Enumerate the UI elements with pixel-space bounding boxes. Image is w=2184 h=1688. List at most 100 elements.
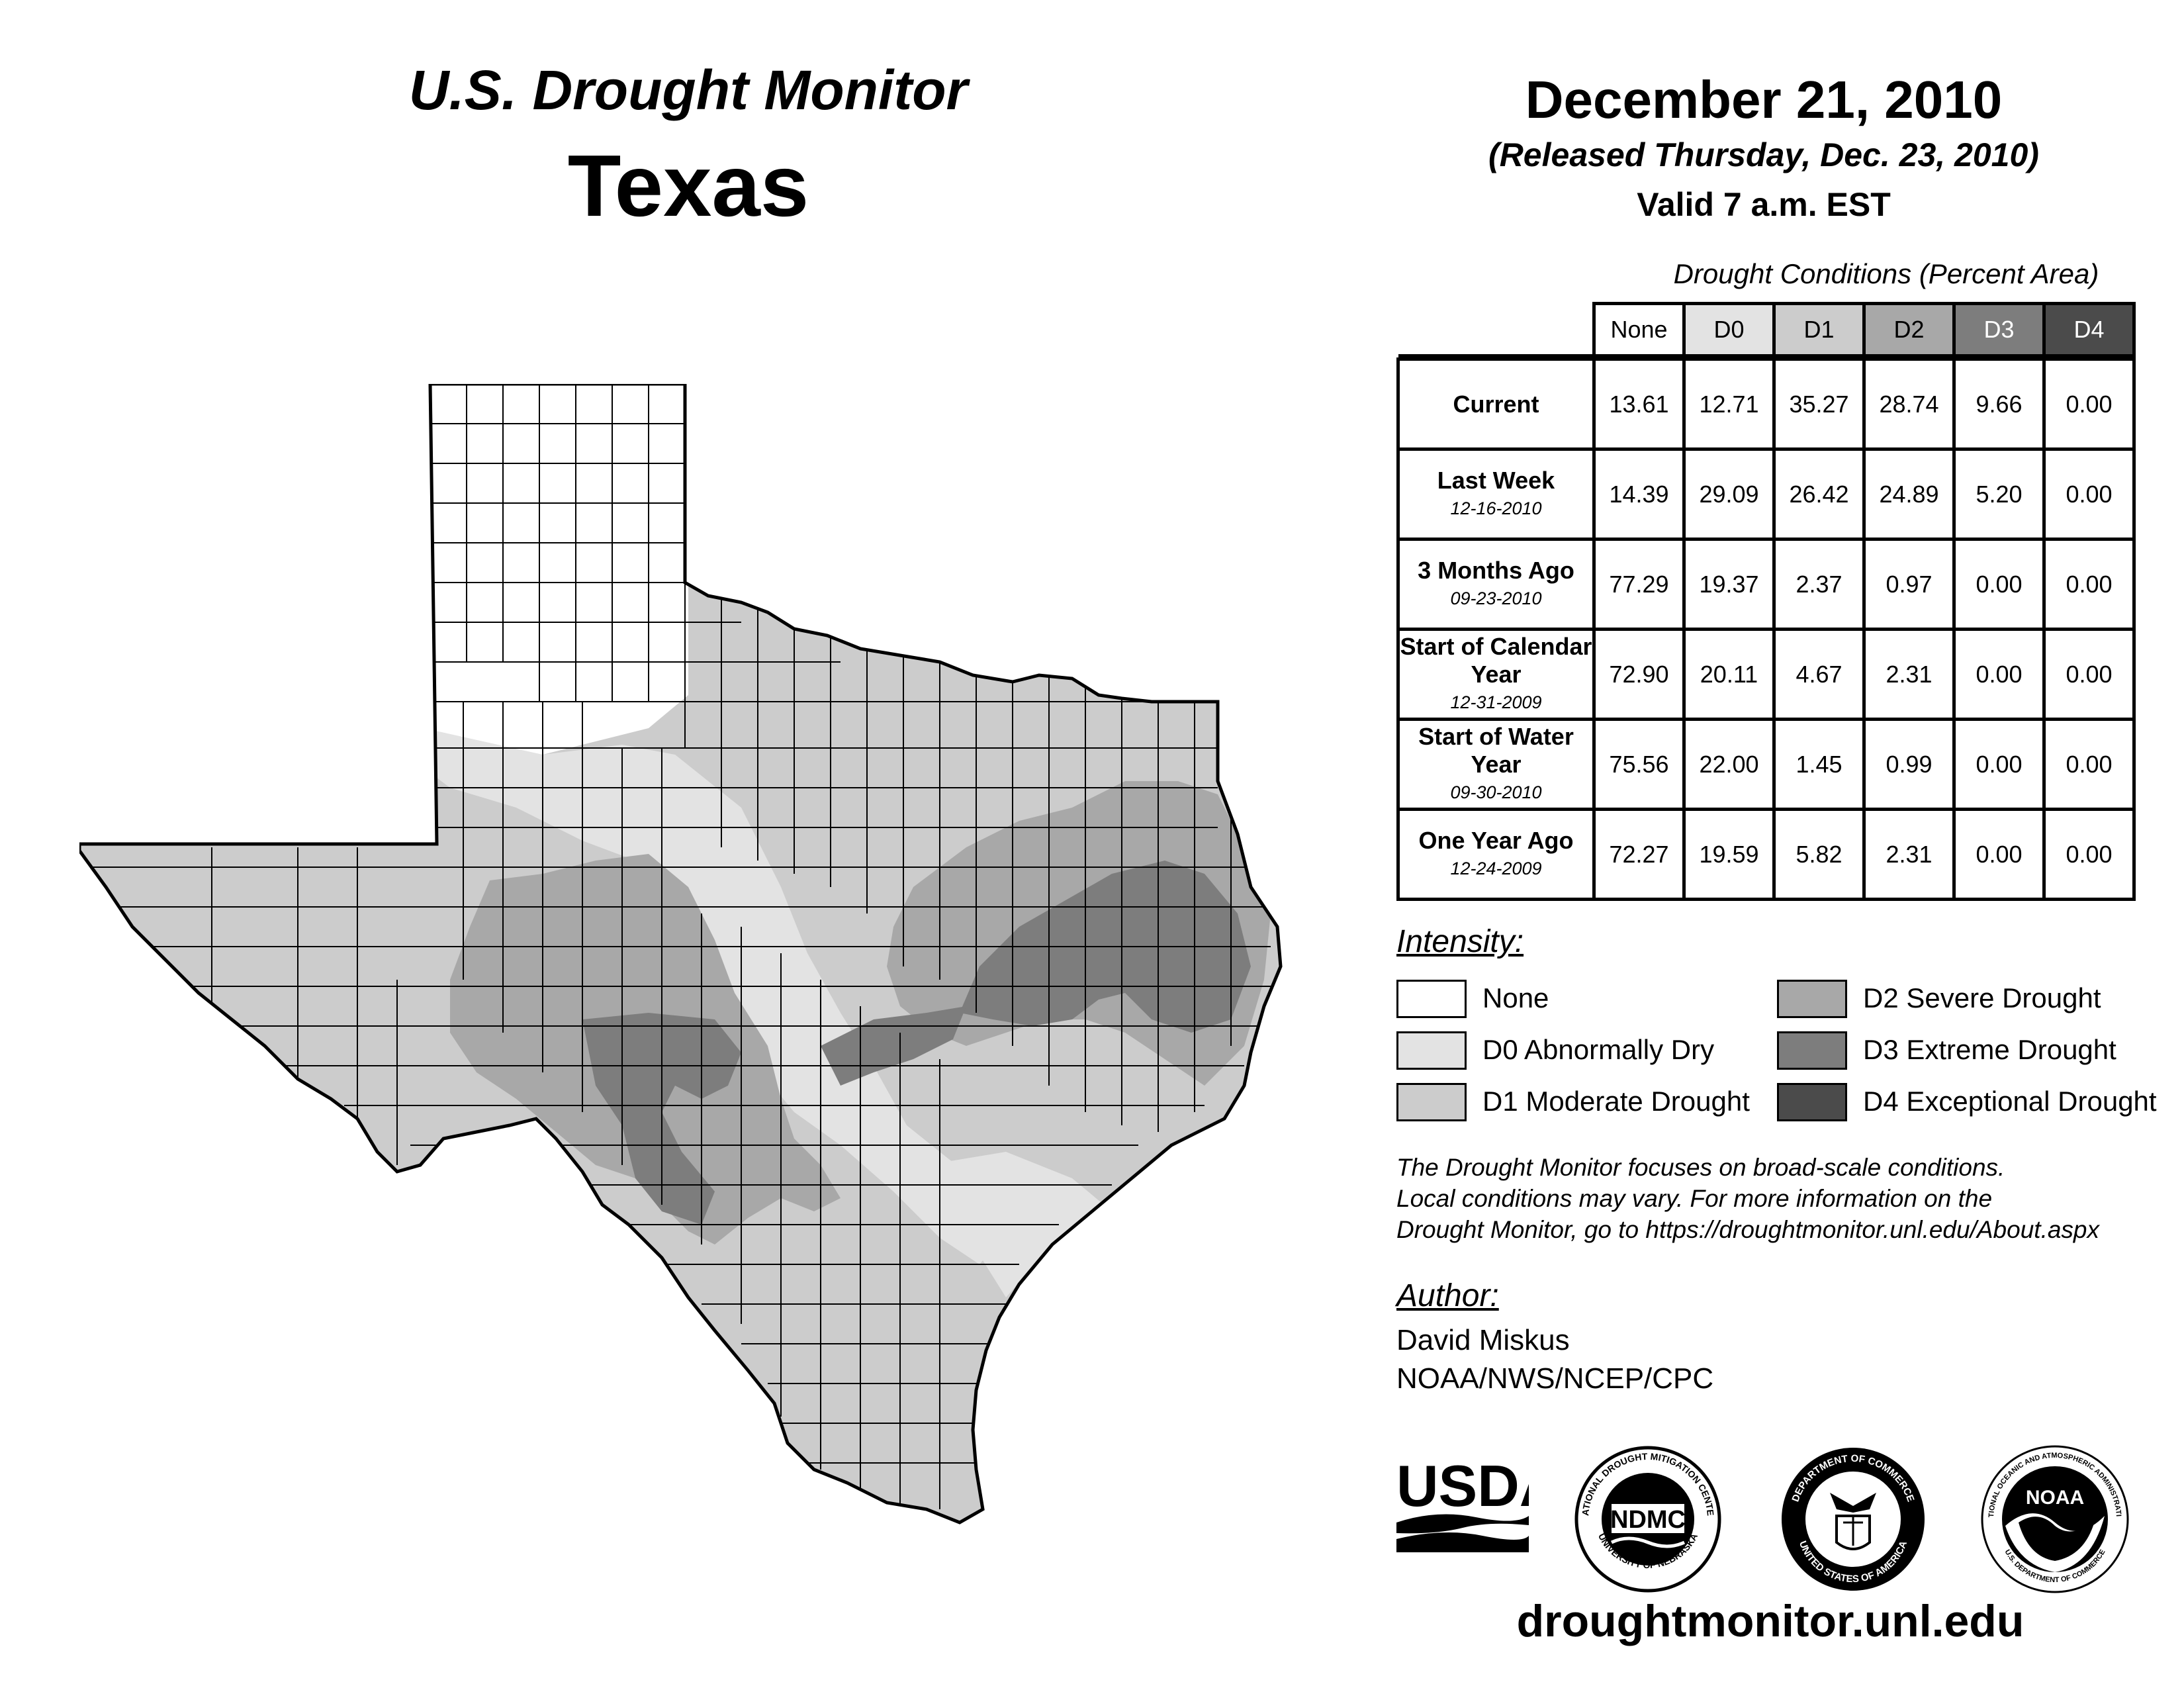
legend-label: D4 Exceptional Drought — [1863, 1086, 2157, 1117]
column-header: D4 — [2042, 302, 2136, 357]
table-cell: 0.00 — [2042, 808, 2136, 901]
table-cell: 0.00 — [2042, 718, 2136, 811]
row-label: Start of Water Year 09-30-2010 — [1396, 718, 1596, 811]
map-date: December 21, 2010 — [1525, 70, 2003, 129]
legend-swatch — [1396, 1031, 1467, 1070]
legend-swatch — [1777, 1031, 1847, 1070]
table-cell: 75.56 — [1592, 718, 1686, 811]
author-name: David Miskus — [1396, 1324, 1570, 1356]
table-cell: 77.29 — [1592, 538, 1686, 631]
eagle-icon — [1830, 1493, 1876, 1513]
table-cell: 0.99 — [1862, 718, 1956, 811]
table-cell: 13.61 — [1592, 357, 1686, 451]
table-cell: 2.31 — [1862, 808, 1956, 901]
disclaimer-line: Local conditions may vary. For more info… — [1396, 1185, 1993, 1212]
legend-swatch — [1777, 980, 1847, 1018]
noaa-gull-icon — [2019, 1517, 2095, 1561]
table-cell: 0.00 — [2042, 447, 2136, 541]
disclaimer-line: Drought Monitor, go to https://droughtmo… — [1396, 1216, 2099, 1243]
table-row: Current 13.61 12.71 35.27 28.74 9.66 0.00 — [1396, 357, 2136, 451]
row-label-text: 3 Months Ago — [1418, 556, 1574, 584]
table-cell: 22.00 — [1682, 718, 1776, 811]
row-date: 12-16-2010 — [1450, 498, 1542, 518]
row-label-text: Start of Calendar Year — [1400, 632, 1592, 688]
legend-swatch — [1396, 1083, 1467, 1121]
table-cell: 0.00 — [1952, 718, 2046, 811]
county-grid — [79, 384, 1271, 1509]
author-title: Author: — [1396, 1278, 1499, 1313]
legend-label: D0 Abnormally Dry — [1482, 1034, 1715, 1065]
drought-shading — [79, 384, 1281, 1523]
row-date: 09-23-2010 — [1450, 588, 1542, 608]
column-header: D2 — [1862, 302, 1956, 357]
row-label-text: One Year Ago — [1418, 826, 1574, 854]
website-url: droughtmonitor.unl.edu — [1516, 1596, 2025, 1646]
table-corner — [1398, 303, 1594, 357]
row-label-text: Current — [1453, 390, 1539, 418]
table-cell: 12.71 — [1682, 357, 1776, 451]
row-label: Start of Calendar Year 12-31-2009 — [1396, 628, 1596, 721]
table-cell: 2.31 — [1862, 628, 1956, 721]
legend-label: None — [1482, 982, 1549, 1013]
state-title: Texas — [567, 137, 809, 234]
map-brand-title: U.S. Drought Monitor — [408, 59, 968, 121]
table-cell: 35.27 — [1772, 357, 1866, 451]
drought-conditions-table: None D0 D1 D2 D3 D4 Current 13.61 12.71 35.… — [1396, 302, 2136, 901]
texas-drought-map — [79, 384, 1304, 1549]
row-label: One Year Ago 12-24-2009 — [1396, 808, 1596, 901]
row-label: 3 Months Ago 09-23-2010 — [1396, 538, 1596, 631]
table-cell: 2.37 — [1772, 538, 1866, 631]
legend-label: D2 Severe Drought — [1863, 982, 2101, 1013]
legend-swatch — [1396, 980, 1467, 1018]
table-cell: 28.74 — [1862, 357, 1956, 451]
table-cell: 0.00 — [2042, 538, 2136, 631]
disclaimer-line: The Drought Monitor focuses on broad-sca… — [1396, 1154, 2005, 1181]
column-header: D0 — [1682, 302, 1776, 357]
table-cell: 1.45 — [1772, 718, 1866, 811]
legend-label: D3 Extreme Drought — [1863, 1034, 2116, 1065]
column-header: D1 — [1772, 302, 1866, 357]
commerce-seal-logo: DEPARTMENT OF COMMERCE UNITED STATES OF … — [1782, 1448, 1925, 1591]
table-row: Start of Water Year 09-30-2010 75.56 22.00 1… — [1396, 718, 2136, 811]
table-row: Last Week 12-16-2010 14.39 29.09 26.42 24.89 5… — [1396, 447, 2136, 541]
table-cell: 19.59 — [1682, 808, 1776, 901]
table-cell: 72.27 — [1592, 808, 1686, 901]
noaa-logo: NATIONAL OCEANIC AND ATMOSPHERIC ADMINIS… — [1979, 1443, 2129, 1593]
table-row: 3 Months Ago 09-23-2010 77.29 19.37 2.37 0.97… — [1396, 538, 2136, 631]
table-cell: 5.82 — [1772, 808, 1866, 901]
table-cell: 0.97 — [1862, 538, 1956, 631]
valid-time: Valid 7 a.m. EST — [1637, 186, 1891, 223]
table-cell: 9.66 — [1952, 357, 2046, 451]
table-cell: 24.89 — [1862, 447, 1956, 541]
disclaimer-text: The Drought Monitor focuses on broad-sca… — [1396, 1152, 2158, 1245]
ndmc-logo: NATIONAL DROUGHT MITIGATION CENTER UNIVE… — [1572, 1443, 1721, 1593]
table-row: Start of Calendar Year 12-31-2009 72.90 20.… — [1396, 628, 2136, 721]
row-label-text: Start of Water Year — [1418, 722, 1574, 778]
shield-icon — [1835, 1515, 1871, 1550]
table-cell: 0.00 — [1952, 808, 2046, 901]
column-header: D3 — [1952, 302, 2046, 357]
table-cell: 0.00 — [2042, 628, 2136, 721]
table-cell: 72.90 — [1592, 628, 1686, 721]
table-cell: 29.09 — [1682, 447, 1776, 541]
ndmc-logo-text: NDMC — [1610, 1506, 1686, 1534]
row-label: Last Week 12-16-2010 — [1396, 447, 1596, 541]
table-caption: Drought Conditions (Percent Area) — [1673, 258, 2099, 289]
table-cell: 4.67 — [1772, 628, 1866, 721]
table-cell: 19.37 — [1682, 538, 1776, 631]
row-date: 09-30-2010 — [1450, 782, 1542, 802]
row-date: 12-24-2009 — [1450, 858, 1542, 878]
column-header: None — [1592, 302, 1686, 357]
table-cell: 5.20 — [1952, 447, 2046, 541]
table-cell: 14.39 — [1592, 447, 1686, 541]
release-date: (Released Thursday, Dec. 23, 2010) — [1488, 136, 2039, 173]
table-cell: 0.00 — [1952, 628, 2046, 721]
noaa-logo-text: NOAA — [2026, 1487, 2084, 1509]
row-label-text: Last Week — [1437, 466, 1555, 494]
legend-label: D1 Moderate Drought — [1482, 1086, 1750, 1117]
table-cell: 20.11 — [1682, 628, 1776, 721]
legend-swatch — [1777, 1083, 1847, 1121]
table-cell: 0.00 — [2042, 357, 2136, 451]
